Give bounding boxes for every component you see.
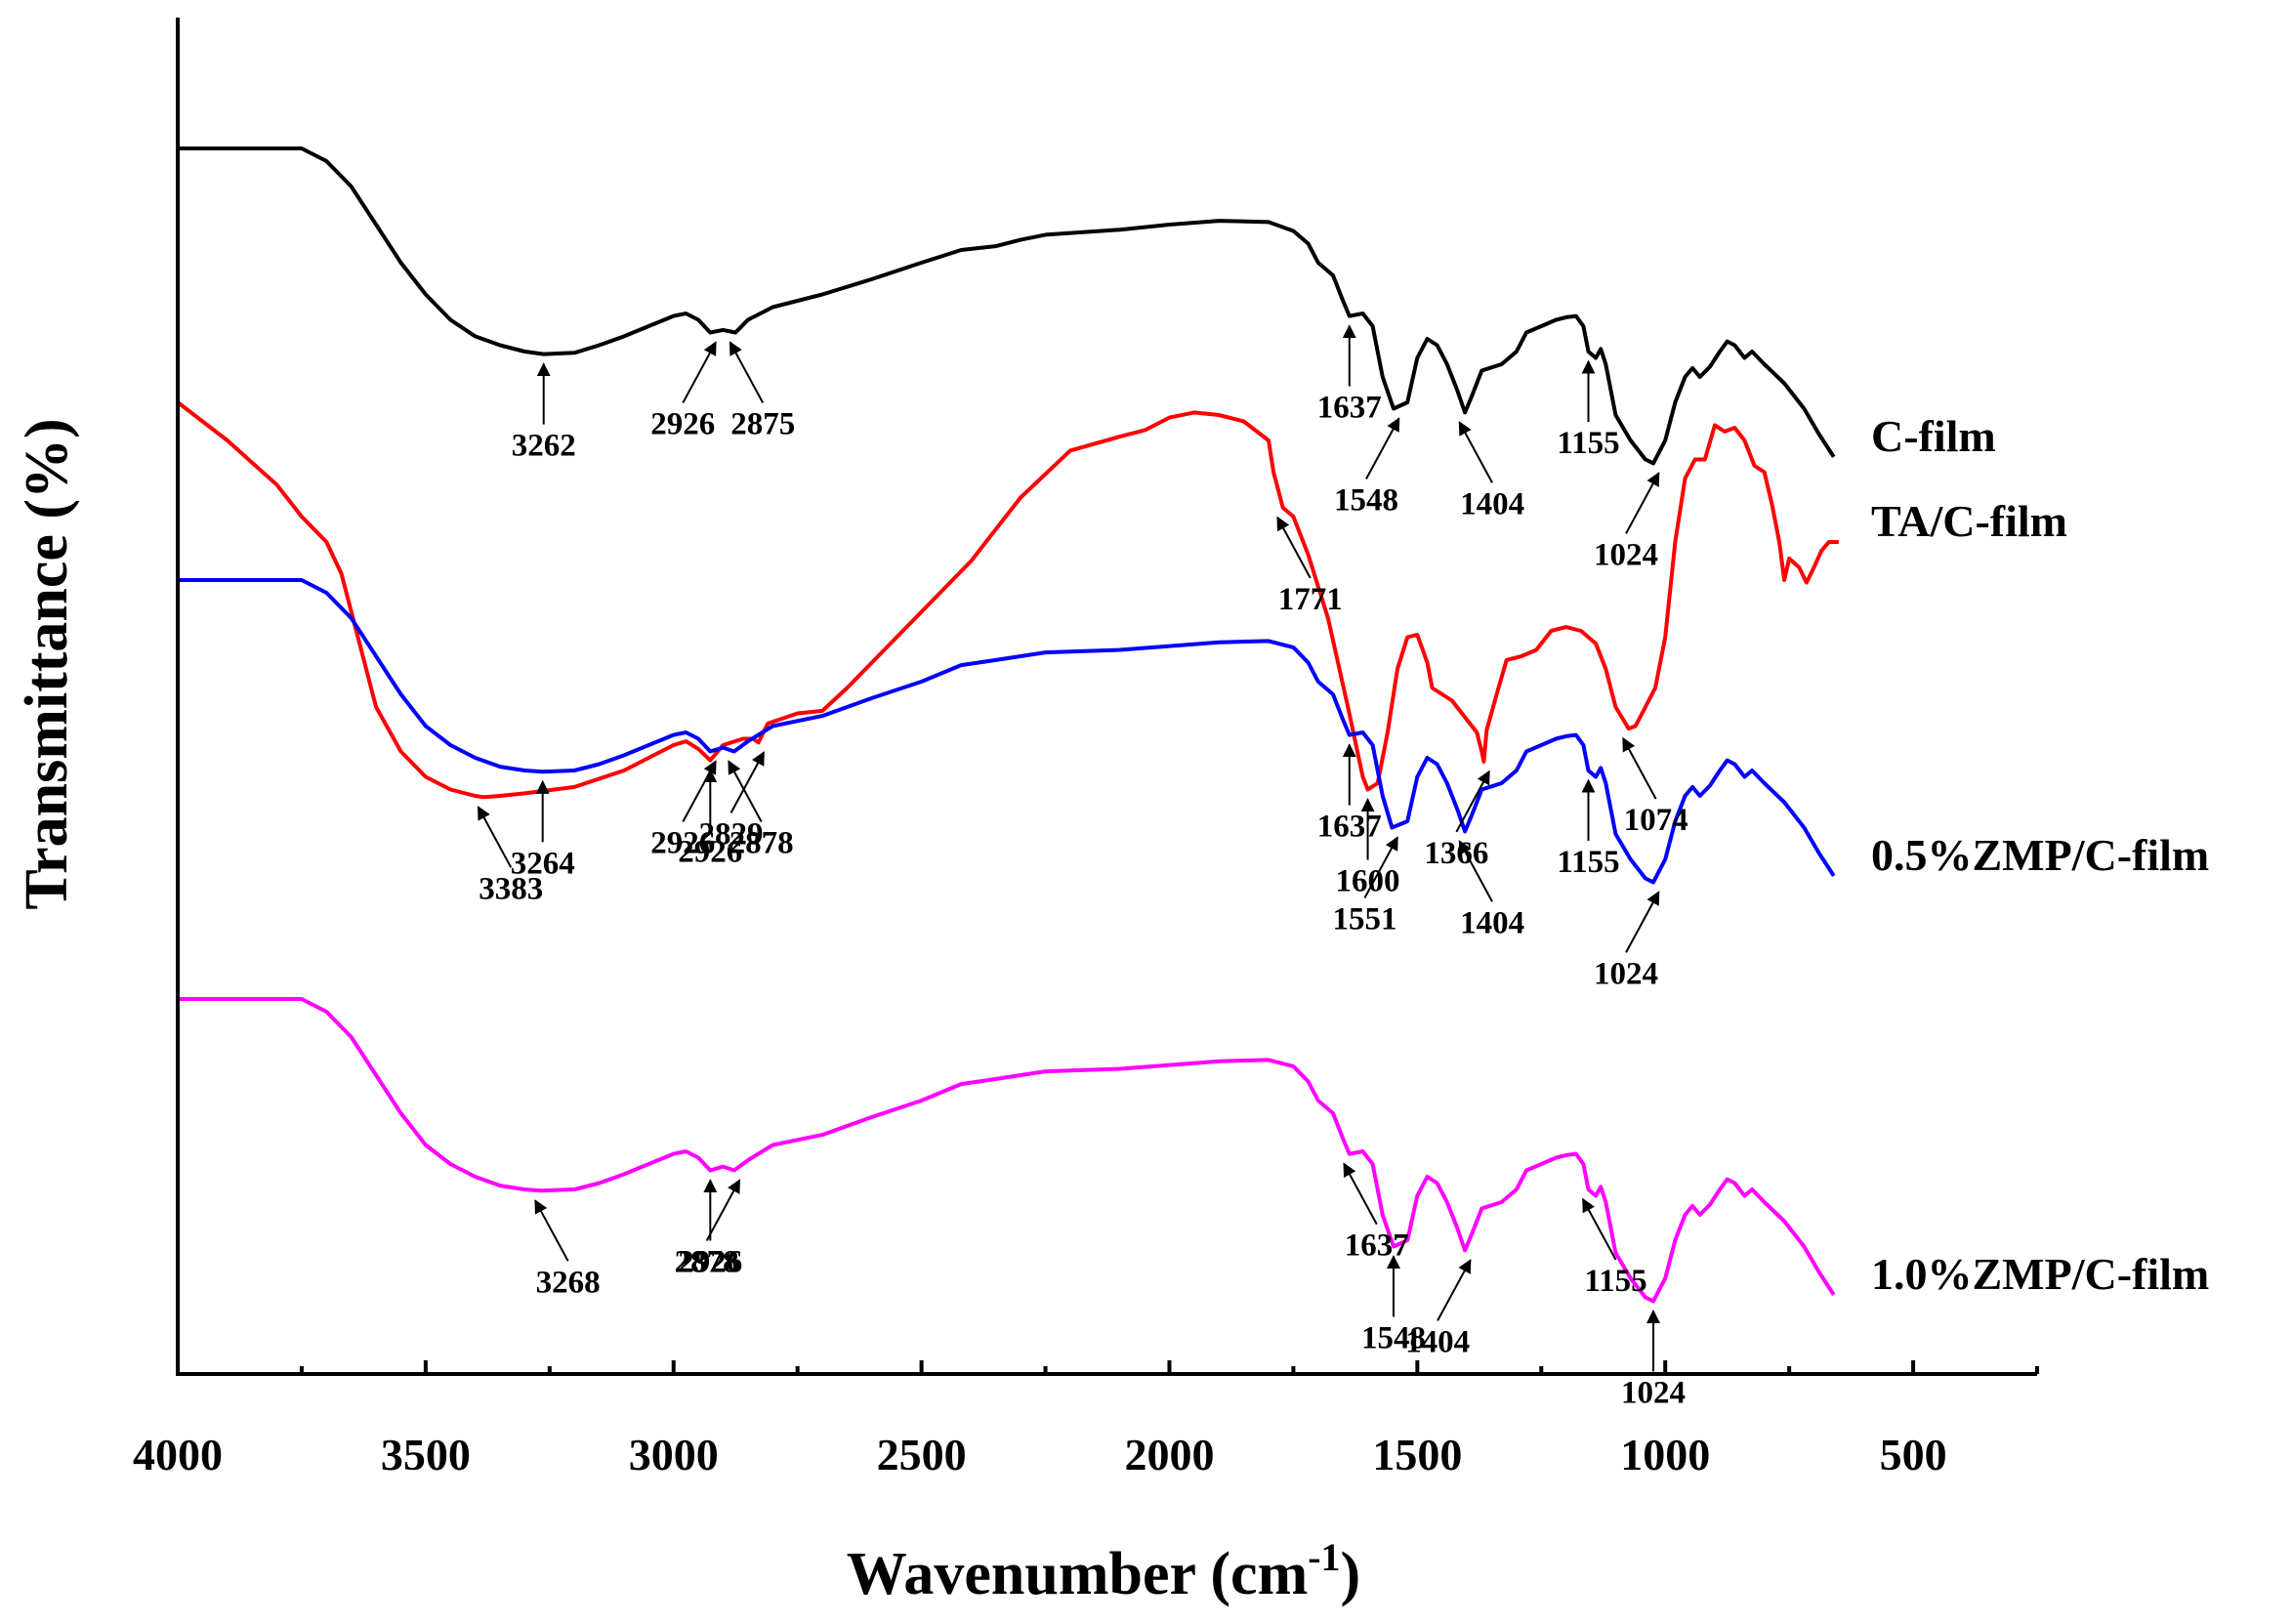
x-axis-ticks: 4000 3500 3000 2500 2000 1500 1000 500 [133, 1360, 2039, 1479]
annotation-label-0-5-zmp-c-film-1155: 1155 [1557, 845, 1619, 880]
x-axis-title-superscript: -1 [1308, 1535, 1340, 1579]
annotation-label-ta-c-film-1366: 1366 [1424, 836, 1488, 871]
annotation-arrow-ta-c-film-1074 [1622, 736, 1657, 800]
annotation-label-c-film-1404: 1404 [1460, 486, 1524, 521]
annotation-arrow-0-5-zmp-c-film-2878 [728, 760, 763, 822]
annotation-label-ta-c-film-2829: 2829 [699, 816, 764, 852]
annotation-arrow-c-film-1404 [1458, 421, 1493, 483]
x-tick-label-1000: 1000 [1620, 1430, 1710, 1479]
annotation-label-0-5-zmp-c-film-3264: 3264 [511, 846, 575, 881]
annotation-label-0-5-zmp-c-film-1404: 1404 [1460, 905, 1524, 940]
series-line-1-0-zmp-c-film [178, 997, 1836, 1304]
x-axis-title-close: ) [1341, 1541, 1361, 1607]
annotation-label-1-0-zmp-c-film-1404: 1404 [1405, 1324, 1470, 1359]
annotation-label-c-film-2926: 2926 [650, 407, 715, 442]
annotation-arrow-1-0-zmp-c-film-1404 [1437, 1259, 1472, 1321]
series-label-1-0-zmp-c-film: 1.0%ZMP/C-film [1871, 1249, 2209, 1299]
x-axis-title: Wavenumber (cm-1) [847, 1535, 1360, 1607]
annotation-label-0-5-zmp-c-film-1024: 1024 [1594, 956, 1658, 991]
series-layer [176, 146, 1839, 1304]
series-label-ta-c-film: TA/C-film [1871, 496, 2067, 546]
series-line-c-film [178, 146, 1836, 466]
annotation-arrow-ta-c-film-2829 [729, 751, 766, 813]
annotation-arrow-1-0-zmp-c-film-1155 [1582, 1197, 1617, 1261]
annotation-label-ta-c-film-1074: 1074 [1624, 803, 1688, 838]
annotation-arrow-c-film-2926 [682, 341, 717, 403]
annotation-arrow-c-film-2875 [729, 341, 765, 403]
annotation-arrow-0-5-zmp-c-film-1024 [1625, 891, 1660, 953]
x-tick-label-2000: 2000 [1124, 1430, 1214, 1479]
annotation-label-c-film-1548: 1548 [1334, 483, 1398, 519]
annotation-arrow-ta-c-film-1366 [1455, 770, 1490, 833]
annotation-label-1-0-zmp-c-film-2878: 2878 [675, 1245, 739, 1280]
annotation-label-ta-c-film-1771: 1771 [1278, 582, 1343, 617]
annotation-arrow-ta-c-film-1771 [1276, 516, 1312, 579]
annotation-label-c-film-2875: 2875 [730, 407, 795, 442]
x-tick-label-3000: 3000 [629, 1430, 719, 1479]
annotation-label-ta-c-film-2926: 2926 [678, 835, 742, 870]
x-tick-label-500: 500 [1880, 1430, 1947, 1479]
annotation-label-ta-c-film-3383: 3383 [479, 871, 543, 906]
annotation-arrow-0-5-zmp-c-film-1404 [1458, 840, 1493, 902]
annotation-label-c-film-1024: 1024 [1594, 537, 1658, 572]
annotation-label-0-5-zmp-c-film-2926: 2926 [650, 826, 715, 861]
annotation-arrow-0-5-zmp-c-film-2926 [682, 760, 717, 822]
annotation-label-1-0-zmp-c-film-3268: 3268 [536, 1265, 601, 1300]
annotation-arrow-1-0-zmp-c-film-1637 [1343, 1162, 1378, 1226]
annotation-label-0-5-zmp-c-film-1637: 1637 [1317, 810, 1382, 845]
annotation-arrow-1-0-zmp-c-film-2878 [705, 1179, 741, 1241]
annotation-arrow-c-film-1024 [1625, 472, 1660, 534]
series-line-ta-c-film [176, 400, 1839, 800]
annotation-label-1-0-zmp-c-film-1155: 1155 [1584, 1264, 1646, 1299]
annotation-arrow-1-0-zmp-c-film-3268 [534, 1199, 569, 1262]
series-labels: C-film TA/C-film 0.5%ZMP/C-film 1.0%ZMP/C-f… [1871, 411, 2209, 1299]
x-axis-title-main: Wavenumber (cm [847, 1541, 1308, 1607]
annotation-label-c-film-1637: 1637 [1317, 391, 1382, 426]
annotation-arrow-ta-c-film-3383 [477, 806, 513, 868]
series-label-c-film: C-film [1871, 411, 1996, 461]
annotation-label-1-0-zmp-c-film-1637: 1637 [1345, 1228, 1409, 1264]
annotation-label-1-0-zmp-c-film-2926: 2926 [678, 1245, 742, 1280]
x-tick-label-4000: 4000 [133, 1430, 223, 1479]
annotation-label-c-film-1155: 1155 [1557, 426, 1619, 461]
series-label-0-5-zmp-c-film: 0.5%ZMP/C-film [1871, 830, 2209, 880]
x-tick-label-2500: 2500 [877, 1430, 967, 1479]
annotation-label-c-film-3262: 3262 [512, 429, 576, 464]
y-axis-title: Transmittance (%) [14, 418, 80, 909]
annotation-label-0-5-zmp-c-film-2878: 2878 [729, 826, 794, 861]
x-tick-label-1500: 1500 [1372, 1430, 1462, 1479]
annotation-arrow-0-5-zmp-c-film-1551 [1363, 836, 1398, 898]
annotation-arrow-c-film-1548 [1365, 417, 1400, 479]
annotation-label-1-0-zmp-c-film-1548: 1548 [1361, 1321, 1426, 1356]
annotation-label-1-0-zmp-c-film-1024: 1024 [1621, 1375, 1686, 1410]
series-line-0-5-zmp-c-film [178, 578, 1836, 885]
x-tick-label-3500: 3500 [381, 1430, 471, 1479]
annotation-label-0-5-zmp-c-film-1551: 1551 [1332, 902, 1396, 937]
